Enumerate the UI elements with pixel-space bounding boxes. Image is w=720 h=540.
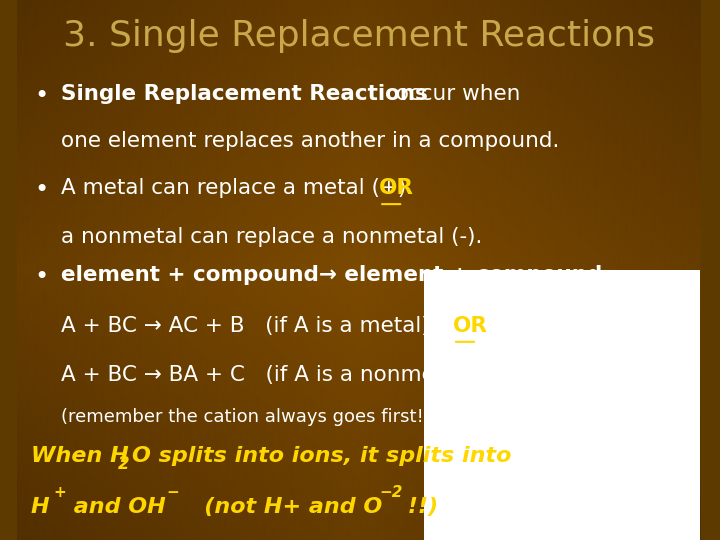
Text: •: • bbox=[34, 265, 48, 288]
Text: and OH: and OH bbox=[66, 497, 166, 517]
Text: (remember the cation always goes first!): (remember the cation always goes first!) bbox=[61, 408, 431, 426]
Text: A + BC → BA + C   (if A is a nonmetal): A + BC → BA + C (if A is a nonmetal) bbox=[61, 364, 471, 384]
Text: !!): !!) bbox=[400, 497, 438, 517]
Text: (not H+ and O: (not H+ and O bbox=[181, 497, 382, 517]
Text: −: − bbox=[166, 485, 179, 500]
Text: OR: OR bbox=[379, 178, 414, 198]
Text: A metal can replace a metal (+): A metal can replace a metal (+) bbox=[61, 178, 413, 198]
Text: •: • bbox=[34, 84, 48, 107]
Text: A + BC → AC + B   (if A is a metal): A + BC → AC + B (if A is a metal) bbox=[61, 316, 444, 336]
Text: Single Replacement Reactions: Single Replacement Reactions bbox=[61, 84, 428, 104]
Text: occur when: occur when bbox=[390, 84, 521, 104]
Text: OR: OR bbox=[453, 316, 488, 336]
Text: When H: When H bbox=[31, 446, 128, 465]
Text: 2: 2 bbox=[118, 455, 130, 473]
Text: H: H bbox=[31, 497, 49, 517]
Text: O splits into ions, it splits into: O splits into ions, it splits into bbox=[132, 446, 511, 465]
Text: a nonmetal can replace a nonmetal (-).: a nonmetal can replace a nonmetal (-). bbox=[61, 227, 483, 247]
Text: Single Replacement Reactions occur when: Single Replacement Reactions occur when bbox=[61, 84, 518, 104]
Text: •: • bbox=[34, 178, 48, 202]
FancyBboxPatch shape bbox=[423, 270, 701, 540]
Text: −2: −2 bbox=[379, 485, 402, 500]
Text: +: + bbox=[53, 485, 66, 500]
Text: element + compound→ element + compound: element + compound→ element + compound bbox=[61, 265, 603, 285]
Text: one element replaces another in a compound.: one element replaces another in a compou… bbox=[61, 131, 560, 151]
Text: 3. Single Replacement Reactions: 3. Single Replacement Reactions bbox=[63, 19, 654, 53]
